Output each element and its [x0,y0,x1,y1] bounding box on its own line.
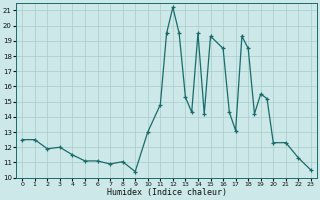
X-axis label: Humidex (Indice chaleur): Humidex (Indice chaleur) [107,188,227,197]
